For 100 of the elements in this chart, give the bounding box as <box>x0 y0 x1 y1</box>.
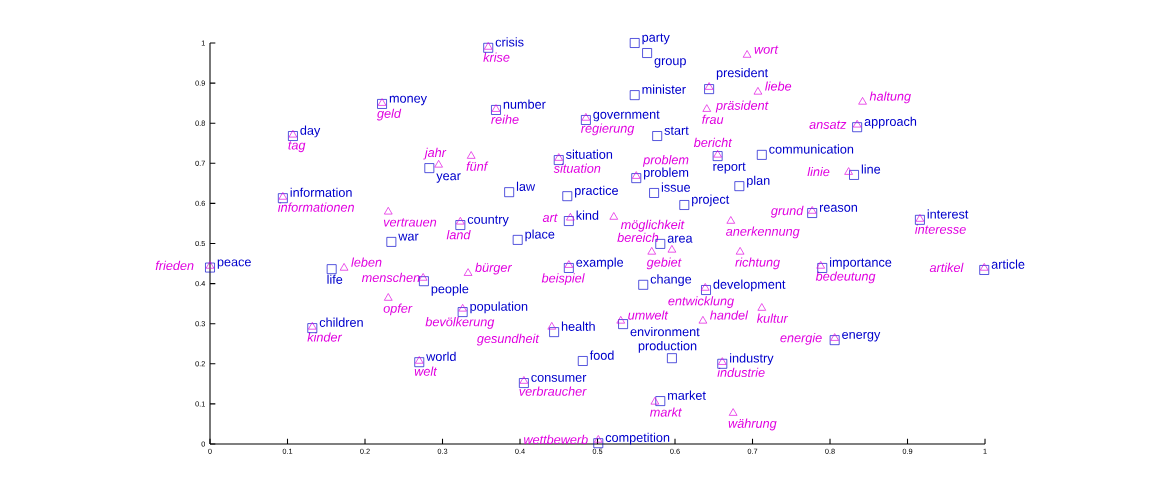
data-label: interesse <box>915 224 966 234</box>
point <box>849 170 859 180</box>
point <box>564 260 574 268</box>
point <box>629 38 640 48</box>
data-label: situation <box>566 149 613 159</box>
point <box>547 322 557 330</box>
point <box>728 408 738 416</box>
data-label: gesundheit <box>476 333 540 346</box>
point <box>979 265 990 275</box>
data-label: artikel <box>929 262 964 273</box>
data-label: place <box>525 229 555 242</box>
data-label: anerkennung <box>726 226 800 239</box>
data-label: gebiet <box>646 257 682 270</box>
data-label: health <box>561 321 595 331</box>
point <box>466 151 476 159</box>
data-label: liebe <box>765 81 792 91</box>
data-label: industrie <box>717 367 765 377</box>
data-label: development <box>713 279 786 292</box>
point <box>566 212 575 221</box>
point <box>679 200 690 210</box>
data-label: market <box>668 390 706 400</box>
data-label: informationen <box>278 202 354 212</box>
point <box>702 104 712 112</box>
data-label: welt <box>414 366 438 376</box>
point <box>594 435 603 443</box>
data-label: crisis <box>495 37 524 47</box>
data-label: number <box>503 99 546 109</box>
data-label: tag <box>288 141 306 153</box>
point <box>718 357 727 365</box>
data-label: beispiel <box>541 273 585 286</box>
data-label: ansatz <box>809 120 847 129</box>
point <box>852 119 862 128</box>
point <box>618 319 628 329</box>
data-label: consumer <box>531 374 587 382</box>
data-label: minister <box>642 84 686 94</box>
data-label: change <box>650 274 692 287</box>
point <box>424 163 435 173</box>
data-label: problem <box>642 154 689 167</box>
point <box>414 356 424 364</box>
point <box>563 263 574 273</box>
data-label: interest <box>927 209 969 219</box>
point <box>458 303 467 312</box>
data-label: wort <box>754 45 779 54</box>
data-label: grund <box>770 205 804 218</box>
point <box>616 316 626 324</box>
data-label: line <box>861 164 881 174</box>
data-label: energie <box>780 332 822 345</box>
data-label: land <box>446 230 471 240</box>
point <box>456 216 465 225</box>
data-label: communication <box>769 144 854 154</box>
point <box>816 261 825 269</box>
data-label: umwelt <box>628 310 669 320</box>
data-label: problem <box>644 167 689 180</box>
data-label: markt <box>650 407 682 417</box>
point <box>667 353 677 364</box>
point <box>519 376 529 384</box>
data-label: frieden <box>155 260 194 271</box>
data-label: kultur <box>756 313 789 323</box>
point <box>756 150 767 160</box>
point <box>326 264 337 275</box>
data-label: peace <box>217 259 251 269</box>
data-label: möglichkeit <box>620 219 685 232</box>
data-label: children <box>319 317 363 327</box>
point <box>742 50 752 58</box>
data-label: bürger <box>475 262 513 275</box>
data-label: haltung <box>869 91 911 104</box>
data-label: verbraucher <box>519 386 587 396</box>
data-label: practice <box>575 185 618 198</box>
point <box>655 396 666 406</box>
data-label: bedeutung <box>815 271 876 284</box>
point <box>339 263 349 271</box>
data-label: geld <box>377 108 402 121</box>
data-label: world <box>426 351 456 361</box>
data-label: jahr <box>423 147 447 160</box>
data-label: kinder <box>307 332 343 342</box>
data-label: importance <box>830 257 892 270</box>
point <box>650 397 660 405</box>
point <box>753 87 763 95</box>
data-label: industry <box>730 353 774 366</box>
point <box>638 279 649 290</box>
point <box>278 192 288 200</box>
point <box>581 113 591 121</box>
data-label: energy <box>842 331 881 342</box>
data-label: start <box>664 126 689 135</box>
data-label: people <box>431 284 469 296</box>
data-label: bevölkerung <box>425 317 495 329</box>
point <box>631 173 642 184</box>
point <box>700 283 710 291</box>
data-label: government <box>593 110 660 122</box>
data-label: regierung <box>581 123 635 136</box>
point <box>463 268 473 276</box>
point <box>554 153 564 161</box>
point <box>577 356 588 366</box>
data-label: year <box>436 173 461 183</box>
point <box>609 212 619 220</box>
data-label: reason <box>819 204 858 212</box>
point <box>701 285 711 295</box>
point <box>549 327 559 337</box>
point <box>383 293 393 301</box>
point <box>563 216 574 226</box>
